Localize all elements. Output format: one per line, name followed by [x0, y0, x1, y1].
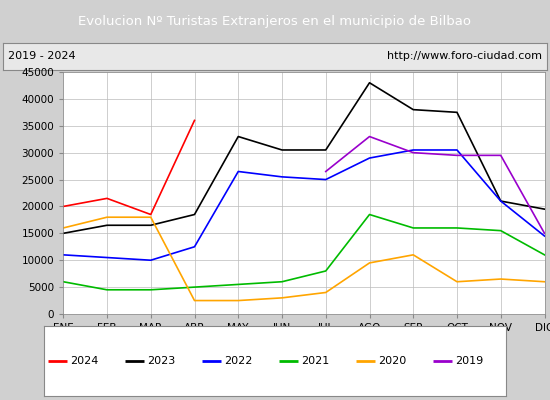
- Text: 2019 - 2024: 2019 - 2024: [8, 51, 76, 61]
- Text: 2019: 2019: [455, 356, 483, 366]
- Text: http://www.foro-ciudad.com: http://www.foro-ciudad.com: [387, 51, 542, 61]
- Text: 2024: 2024: [70, 356, 98, 366]
- Text: 2022: 2022: [224, 356, 252, 366]
- Text: 2021: 2021: [301, 356, 329, 366]
- Text: Evolucion Nº Turistas Extranjeros en el municipio de Bilbao: Evolucion Nº Turistas Extranjeros en el …: [79, 14, 471, 28]
- Text: 2023: 2023: [147, 356, 175, 366]
- Text: 2020: 2020: [378, 356, 406, 366]
